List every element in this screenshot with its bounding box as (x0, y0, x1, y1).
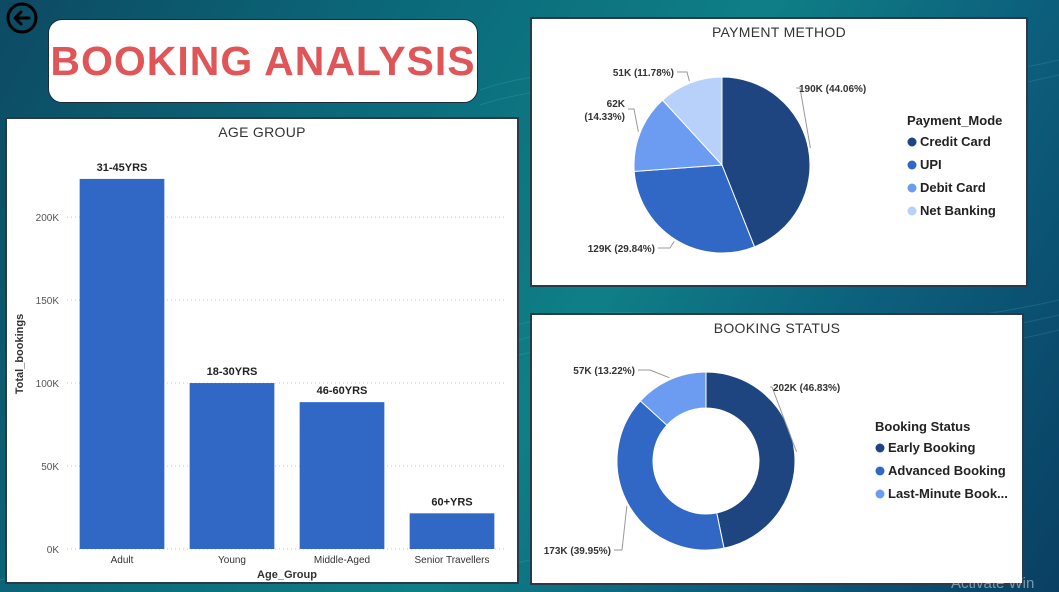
legend-item: Debit Card (920, 180, 986, 195)
legend-item: UPI (920, 157, 942, 172)
legend-item: Early Booking (888, 440, 975, 455)
x-tick-label: Senior Travellers (414, 555, 489, 566)
slice-data-label: 62K (607, 99, 626, 110)
slice-data-label: 51K (11.78%) (613, 68, 674, 79)
slice-data-label: 57K (13.22%) (573, 366, 635, 377)
legend-item: Net Banking (920, 203, 996, 218)
payment-method-pie-chart: 190K (44.06%) 129K (29.84%) 62K (14.33%) 51K… (584, 68, 1002, 255)
back-button[interactable] (6, 2, 38, 34)
age-group-chart-title: AGE GROUP (218, 124, 306, 140)
legend-marker (907, 137, 917, 147)
slice-last-minute-book (639, 371, 707, 426)
booking-status-chart-title: BOOKING STATUS (713, 320, 841, 336)
payment-method-chart-panel: PAYMENT METHOD 190K (44.06%) 129K (29.84%… (530, 17, 1028, 287)
slice-advanced-booking (616, 400, 725, 551)
arrow-left-circle-icon (6, 2, 38, 34)
booking-status-chart-panel: BOOKING STATUS 202K (46.83%) 173K (39.95%… (530, 313, 1024, 585)
y-tick-label: 100K (36, 379, 60, 390)
y-tick-label: 0K (47, 545, 60, 556)
title-card: BOOKING ANALYSIS (48, 19, 478, 103)
slice-upi (633, 164, 756, 254)
legend-marker (875, 489, 885, 499)
leader-line (796, 87, 811, 149)
bar-data-label: 46-60YRS (317, 385, 368, 397)
slice-data-label: 173K (39.95%) (544, 546, 611, 557)
legend-item: Last-Minute Book... (888, 486, 1008, 501)
bar-adult (79, 178, 165, 549)
leader-line (677, 71, 690, 82)
legend-item: Advanced Booking (888, 463, 1006, 478)
leader-line (770, 386, 797, 452)
bar-senior-travellers (409, 513, 495, 549)
bar-middle-aged (299, 402, 385, 549)
legend-title: Payment_Mode (907, 113, 1002, 128)
leader-line (614, 505, 628, 551)
legend-item: Credit Card (920, 134, 991, 149)
age-group-chart-panel: AGE GROUP 0K 50K 100K 150K 200K 31-45YRS Adult… (5, 117, 519, 584)
leader-line (658, 240, 675, 249)
bar-young (189, 383, 275, 549)
slice-debit-card (633, 99, 724, 172)
legend-marker (907, 160, 917, 170)
slice-data-label: (14.33%) (584, 112, 625, 123)
booking-status-donut-chart: 202K (46.83%) 173K (39.95%) 57K (13.22%) Bo… (544, 366, 1008, 557)
legend-marker (907, 183, 917, 193)
legend-title: Booking Status (875, 419, 970, 434)
x-tick-label: Young (218, 555, 246, 566)
bar-data-label: 18-30YRS (207, 366, 258, 378)
y-axis-label: Total_bookings (14, 314, 26, 394)
slice-data-label: 202K (46.83%) (773, 383, 840, 394)
x-tick-label: Adult (111, 555, 134, 566)
y-tick-label: 150K (36, 296, 60, 307)
legend-marker (875, 466, 885, 476)
x-axis-label: Age_Group (257, 569, 317, 581)
legend-marker (907, 206, 917, 216)
leader-line (628, 108, 639, 132)
age-group-bar-chart: 0K 50K 100K 150K 200K 31-45YRS Adult 18-30YRS Yo… (14, 162, 507, 581)
y-tick-label: 200K (36, 213, 60, 224)
page-title: BOOKING ANALYSIS (50, 37, 476, 84)
bar-data-label: 60+YRS (431, 496, 472, 508)
y-tick-label: 50K (41, 462, 59, 473)
slice-data-label: 190K (44.06%) (799, 84, 866, 95)
bar-data-label: 31-45YRS (97, 162, 148, 174)
leader-line (638, 369, 670, 379)
slice-credit-card (721, 76, 811, 248)
legend-marker (875, 443, 885, 453)
slice-early-booking (705, 371, 796, 549)
activate-windows-watermark: Activate Win (951, 575, 1035, 592)
slice-data-label: 129K (29.84%) (588, 244, 655, 255)
x-tick-label: Middle-Aged (314, 555, 370, 566)
payment-method-chart-title: PAYMENT METHOD (711, 24, 847, 40)
slice-net-banking (661, 76, 723, 167)
